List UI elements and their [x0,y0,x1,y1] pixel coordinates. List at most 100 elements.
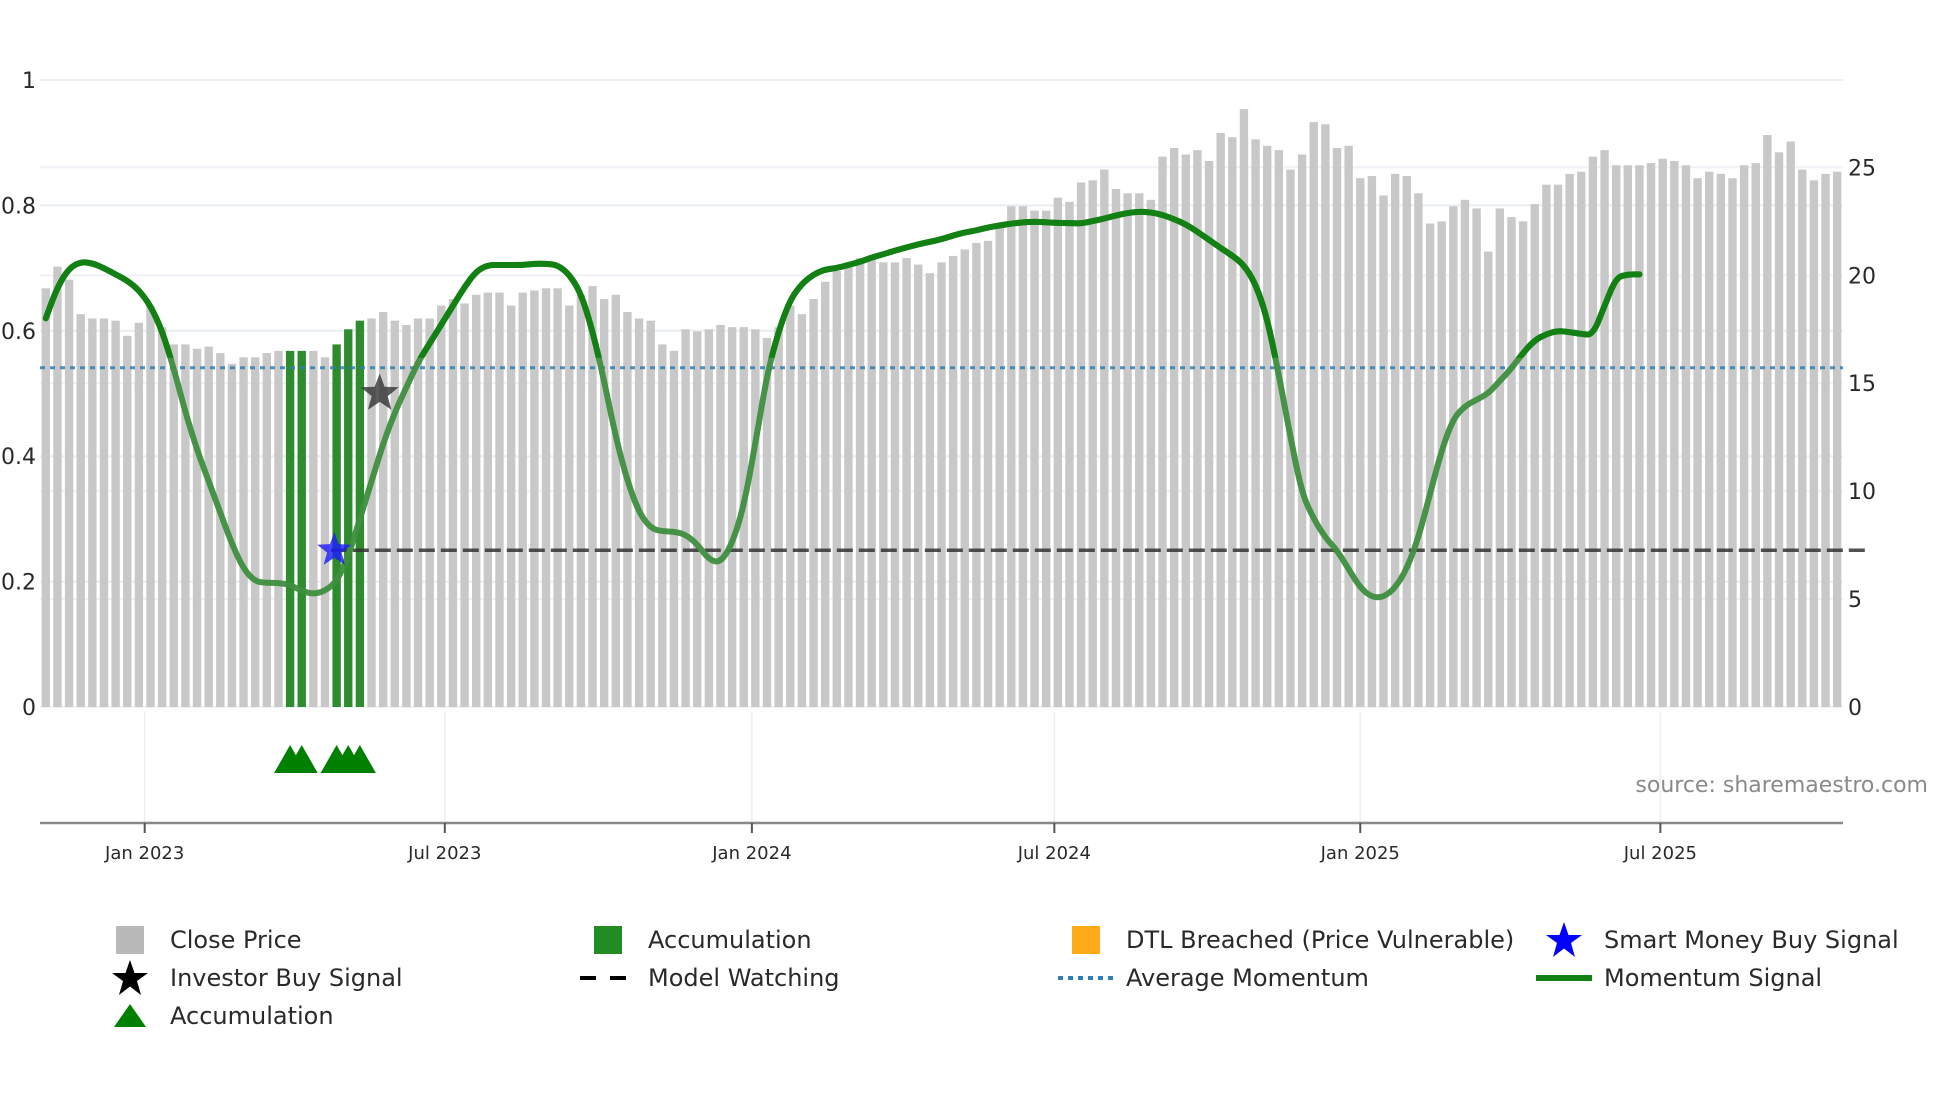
close-price-bar [1251,139,1260,708]
legend-item-accumulation-marker[interactable]: Accumulation [100,998,334,1034]
right-axis-tick-label: 5 [1848,588,1862,613]
close-price-bar [1577,171,1586,707]
close-price-bar [1239,109,1249,707]
close-price-bar [425,318,434,707]
close-price-bar [1332,147,1342,708]
legend-item-model-watching[interactable]: Model Watching [578,960,840,996]
close-price-bar [1798,169,1807,708]
close-price-bar [1670,160,1679,707]
close-price-bar [1402,176,1411,707]
legend-label: Smart Money Buy Signal [1604,926,1899,954]
right-axis-tick-label: 0 [1848,696,1862,721]
close-price-bar [1018,206,1028,707]
close-price-bar [1681,165,1691,707]
legend-item-smart-money-buy[interactable]: Smart Money Buy Signal [1534,922,1899,958]
momentum-signal-line [42,208,1643,601]
close-price-bar [809,299,818,707]
close-price-bar [820,281,830,707]
close-price-bar [204,346,213,707]
legend-label: Close Price [170,926,302,954]
right-axis-tick-label: 25 [1848,156,1876,181]
close-price-bar [1739,165,1749,707]
close-price-bar [402,324,411,707]
momentum-signal-path [42,208,1643,601]
close-price-bar [774,327,783,707]
x-axis-tick-label: Jan 2024 [711,843,791,864]
close-price-bar [1030,210,1039,708]
legend-item-investor-buy[interactable]: Investor Buy Signal [100,960,403,996]
close-price-bar [1146,199,1156,707]
close-price-bar [1425,223,1435,707]
close-price-bar [216,353,225,707]
close-price-bar [1007,206,1016,707]
accumulation-bar [297,350,306,707]
close-price-bar [1705,171,1714,707]
close-price-bar [1076,182,1086,708]
close-price-bar [1716,173,1726,707]
close-price-bar [751,329,760,707]
close-price-bar [192,348,202,707]
close-price-bar [251,357,260,707]
reference-lines [40,366,1867,552]
close-price-bar [553,288,562,707]
momentum-above-average-path [42,208,1643,358]
close-price-bar [1484,251,1493,708]
close-price-bar [157,327,167,707]
close-price-bar [1321,124,1330,708]
close-price-bar [472,294,481,707]
close-price-bar [518,292,527,707]
close-price-bar [1193,150,1202,707]
dashed-line-icon [580,976,636,980]
close-price-bar [1786,141,1795,707]
close-price-bar [53,266,62,707]
close-price-bar [146,305,155,707]
close-price-bar [611,294,620,707]
close-price-bar [983,240,993,707]
close-price-bars [41,109,1842,708]
close-price-bar [1309,122,1318,708]
x-axis-tick-label: Jul 2023 [407,843,481,864]
legend-label: DTL Breached (Price Vulnerable) [1126,926,1515,954]
close-price-bar [1635,165,1644,707]
close-price-bar [902,258,911,707]
left-axis-tick-label: 0.8 [1,194,36,219]
close-price-bar [1809,180,1819,708]
legend-item-accumulation-bar[interactable]: Accumulation [578,922,812,958]
legend-item-average-momentum[interactable]: Average Momentum [1056,960,1369,996]
close-price-bar [879,262,888,707]
close-price-bar [832,271,841,707]
close-price-bar [599,299,609,707]
legend-item-momentum-signal[interactable]: Momentum Signal [1534,960,1822,996]
solid-line-icon [1536,975,1592,981]
close-price-bar [134,322,144,707]
close-price-bar [1356,178,1365,707]
close-price-bar [1158,156,1167,707]
close-price-bar [1646,163,1656,708]
x-axis-tick-label: Jan 2023 [104,843,184,864]
left-axis-tick-label: 0.4 [1,445,36,470]
close-price-bar [169,344,178,707]
close-price-bar [716,324,725,707]
x-axis-tick-label: Jul 2024 [1017,843,1091,864]
blue-star-icon [1546,922,1582,957]
close-price-bar [309,350,318,707]
close-price-bar [1693,178,1702,707]
right-axis-tick-label: 20 [1848,264,1876,289]
close-price-bar [890,262,900,707]
close-price-bar [1390,173,1400,707]
close-price-bar [1181,154,1190,707]
close-price-bar [274,350,283,707]
close-price-bar [623,312,632,707]
close-price-bar [1065,201,1074,707]
close-price-bar [367,318,376,707]
close-price-bar [41,288,51,707]
close-price-bar [1169,147,1179,708]
close-price-bar [1763,135,1772,708]
green-triangle-icon [114,1004,146,1027]
close-price-bar [914,264,923,707]
close-price-bar [1228,137,1237,707]
legend-item-close-price[interactable]: Close Price [100,922,302,958]
legend-item-dtl-breached[interactable]: DTL Breached (Price Vulnerable) [1056,922,1514,958]
